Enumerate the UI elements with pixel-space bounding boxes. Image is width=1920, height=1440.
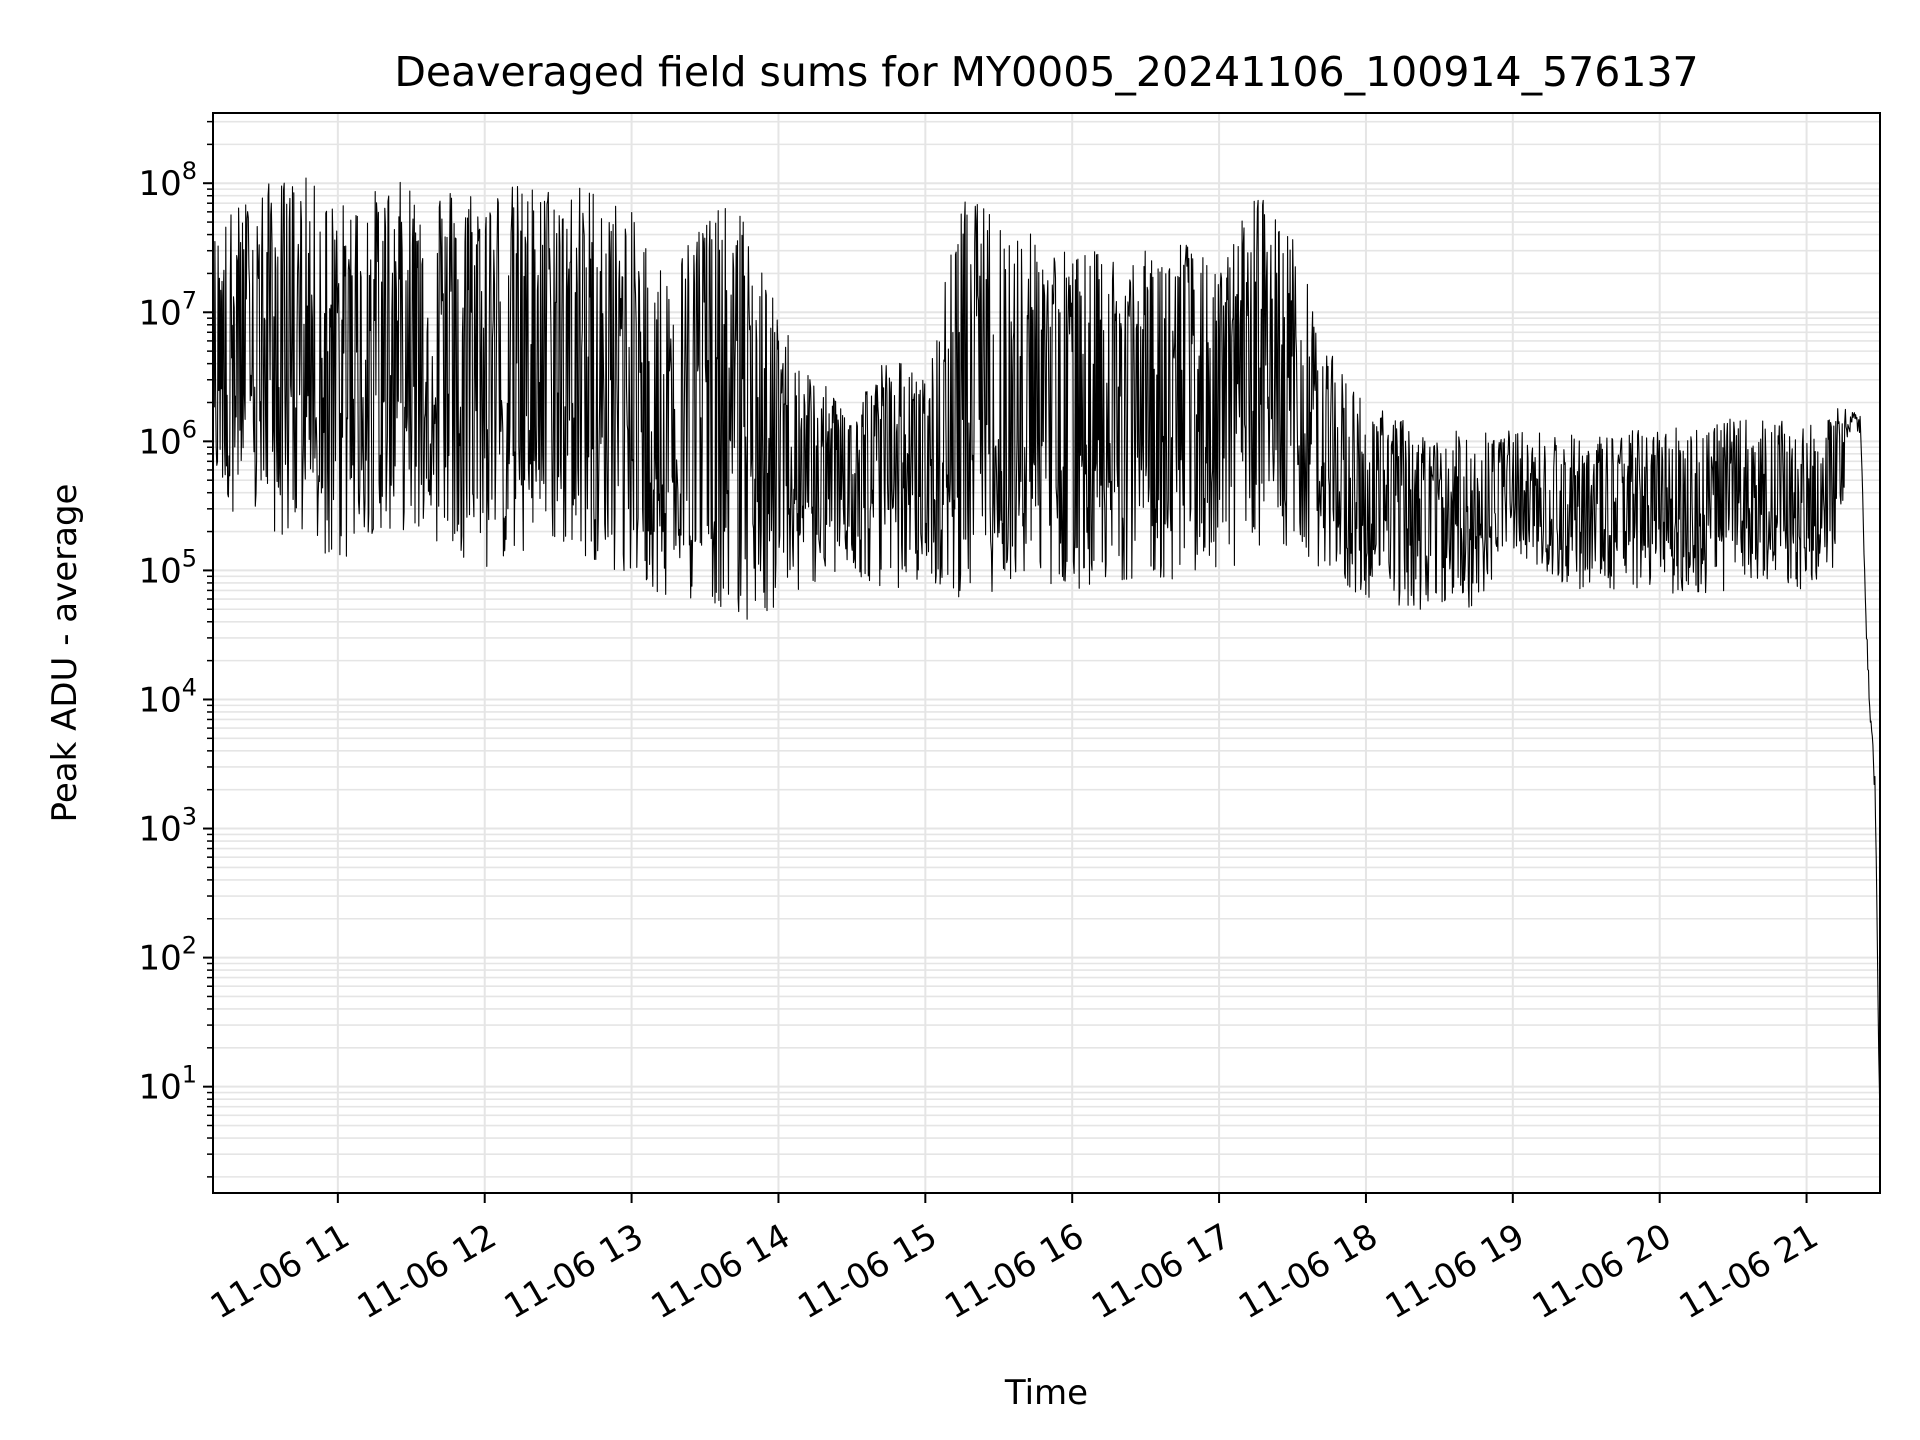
y-tick-base: 10 bbox=[138, 680, 181, 720]
y-tick-label: 101 bbox=[138, 1061, 197, 1108]
y-tick-label: 108 bbox=[138, 157, 197, 204]
y-tick-base: 10 bbox=[138, 293, 181, 333]
y-tick-exponent: 4 bbox=[182, 673, 197, 701]
y-tick-base: 10 bbox=[138, 551, 181, 591]
y-tick-exponent: 1 bbox=[182, 1061, 197, 1089]
y-tick-label: 106 bbox=[138, 415, 197, 462]
y-tick-exponent: 2 bbox=[182, 932, 197, 960]
y-tick-label: 105 bbox=[138, 544, 197, 591]
x-axis-title: Time bbox=[1004, 1373, 1088, 1413]
y-tick-exponent: 5 bbox=[182, 544, 197, 572]
y-tick-exponent: 3 bbox=[182, 803, 197, 831]
plot-frame bbox=[212, 112, 1881, 1194]
chart-title: Deaveraged field sums for MY0005_2024110… bbox=[394, 48, 1698, 96]
y-tick-label: 107 bbox=[138, 286, 197, 333]
y-tick-base: 10 bbox=[138, 1068, 181, 1108]
y-tick-label: 102 bbox=[138, 932, 197, 979]
y-tick-base: 10 bbox=[138, 164, 181, 204]
y-tick-base: 10 bbox=[138, 422, 181, 462]
series-line bbox=[212, 177, 1881, 1126]
y-tick-base: 10 bbox=[138, 939, 181, 979]
y-tick-exponent: 7 bbox=[182, 286, 197, 314]
y-tick-exponent: 8 bbox=[182, 157, 197, 185]
y-tick-base: 10 bbox=[138, 810, 181, 850]
y-axis-title: Peak ADU - average bbox=[45, 484, 85, 823]
y-tick-exponent: 6 bbox=[182, 415, 197, 443]
y-tick-label: 104 bbox=[138, 673, 197, 720]
series-layer bbox=[212, 177, 1881, 1126]
y-tick-label: 103 bbox=[138, 803, 197, 850]
